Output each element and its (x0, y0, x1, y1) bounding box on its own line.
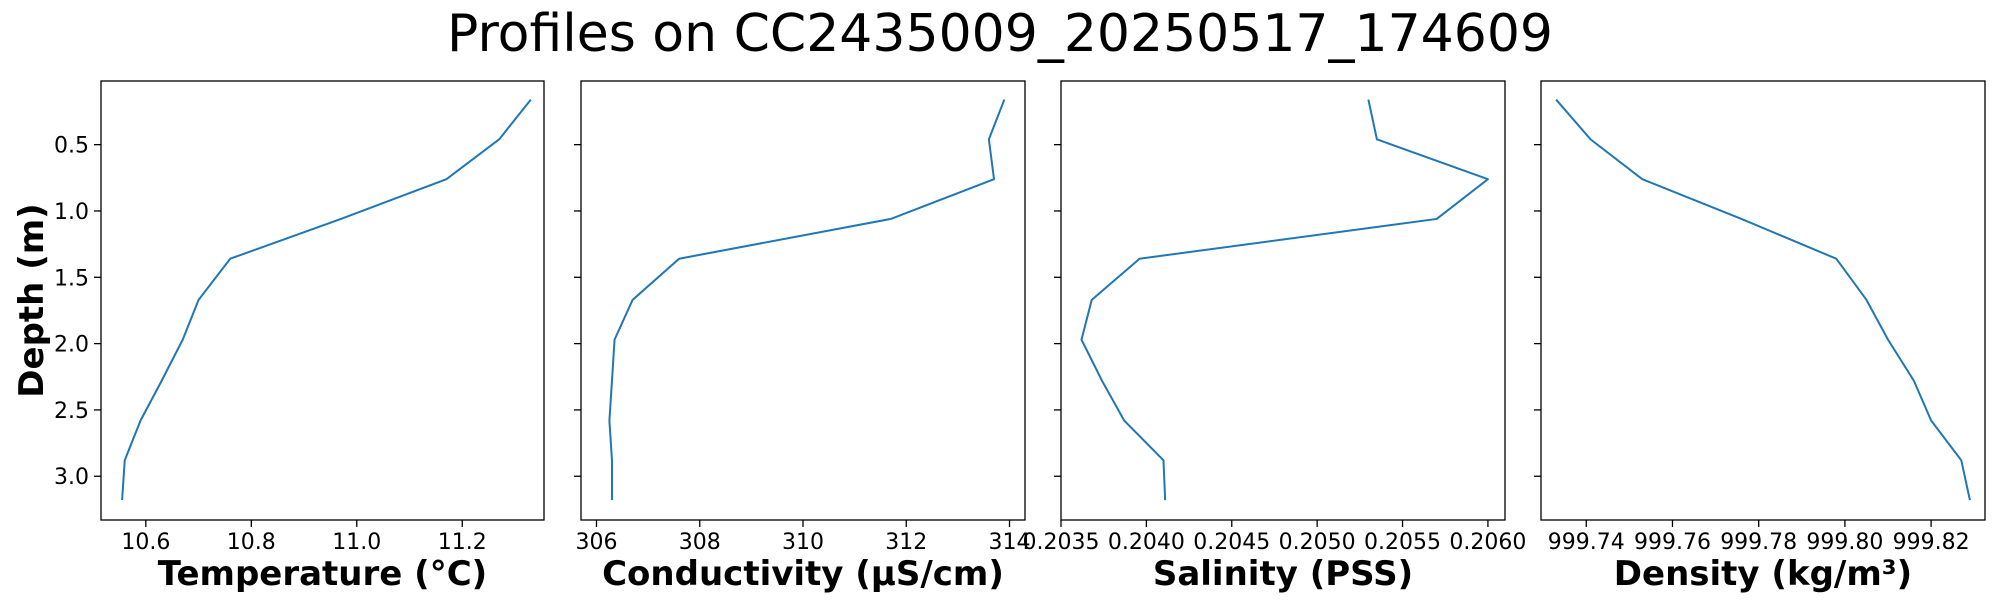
x-tick-label-panel-4: 999.78 (1720, 530, 1797, 555)
x-tick-label-panel-1: 10.8 (227, 530, 276, 555)
y-axis-label: Depth (m) (12, 203, 52, 397)
panel-frame-3 (1060, 80, 1506, 521)
panel-frame-1 (100, 80, 545, 521)
y-tick-label: 1.0 (54, 200, 89, 225)
x-axis-label-panel-2: Conductivity (µS/cm) (602, 554, 1004, 594)
x-tick-label-panel-3: 0.2040 (1108, 530, 1185, 555)
x-axis-label-panel-4: Density (kg/m³) (1614, 554, 1912, 594)
y-tick-label: 3.0 (54, 465, 89, 490)
x-tick-label-panel-3: 0.2050 (1279, 530, 1356, 555)
x-tick-label-panel-3: 0.2035 (1023, 530, 1100, 555)
chart-title: Profiles on CC2435009_20250517_174609 (447, 4, 1553, 64)
profile-line-panel-4-series-1 (1555, 98, 1971, 501)
x-tick-label-panel-4: 999.74 (1548, 530, 1625, 555)
x-tick-label-panel-4: 999.76 (1634, 530, 1711, 555)
x-tick-label-panel-3: 0.2045 (1193, 530, 1270, 555)
y-tick-label: 2.0 (54, 333, 89, 358)
x-axis-label-panel-3: Salinity (PSS) (1153, 554, 1413, 594)
x-tick-label-panel-2: 308 (679, 530, 721, 555)
y-tick-label: 1.5 (54, 266, 89, 291)
x-tick-label-panel-2: 310 (782, 530, 824, 555)
profile-line-panel-1-series-1 (121, 98, 532, 501)
profile-line-panel-2-series-1 (608, 99, 1006, 501)
x-tick-label-panel-3: 0.2055 (1364, 530, 1441, 555)
x-tick-label-panel-1: 11.2 (438, 530, 487, 555)
panel-frame-2 (580, 80, 1026, 521)
x-tick-label-panel-4: 999.82 (1893, 530, 1970, 555)
x-tick-label-panel-1: 11.0 (332, 530, 381, 555)
panel-frame-4 (1540, 80, 1986, 521)
y-tick-label: 2.5 (54, 399, 89, 424)
x-tick-label-panel-3: 0.2060 (1449, 530, 1526, 555)
x-tick-label-panel-1: 10.6 (121, 530, 170, 555)
x-axis-label-panel-1: Temperature (°C) (158, 554, 487, 594)
x-tick-label-panel-2: 314 (989, 530, 1031, 555)
x-tick-label-panel-2: 306 (575, 530, 617, 555)
x-tick-label-panel-2: 312 (885, 530, 927, 555)
profile-line-panel-3-series-1 (1080, 99, 1489, 501)
y-tick-label: 0.5 (54, 134, 89, 159)
x-tick-label-panel-4: 999.80 (1806, 530, 1883, 555)
